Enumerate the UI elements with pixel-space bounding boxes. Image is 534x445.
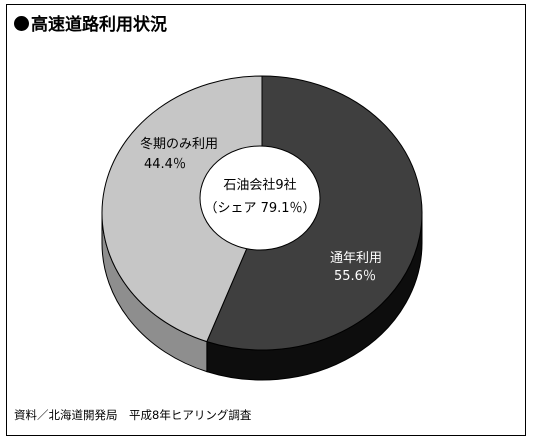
- slice-label-tsunen: 通年利用: [330, 251, 382, 266]
- chart-title-text: 高速道路利用状況: [31, 15, 167, 35]
- chart-title: 高速道路利用状況: [14, 14, 167, 36]
- center-hole: [199, 145, 321, 251]
- slice-value-tsunen: 55.6％: [334, 269, 376, 284]
- pie-slice-toki: [101, 75, 263, 343]
- center-label-line1: 石油会社9社: [223, 177, 296, 193]
- source-note: 資料／北海道開発局 平成8年ヒアリング調査: [14, 408, 252, 422]
- center-label-line2: （シェア 79.1％）: [204, 201, 315, 216]
- slice-value-toki: 44.4％: [144, 157, 186, 172]
- slice-label-toki: 冬期のみ利用: [140, 136, 218, 152]
- bullet-icon: [14, 16, 29, 31]
